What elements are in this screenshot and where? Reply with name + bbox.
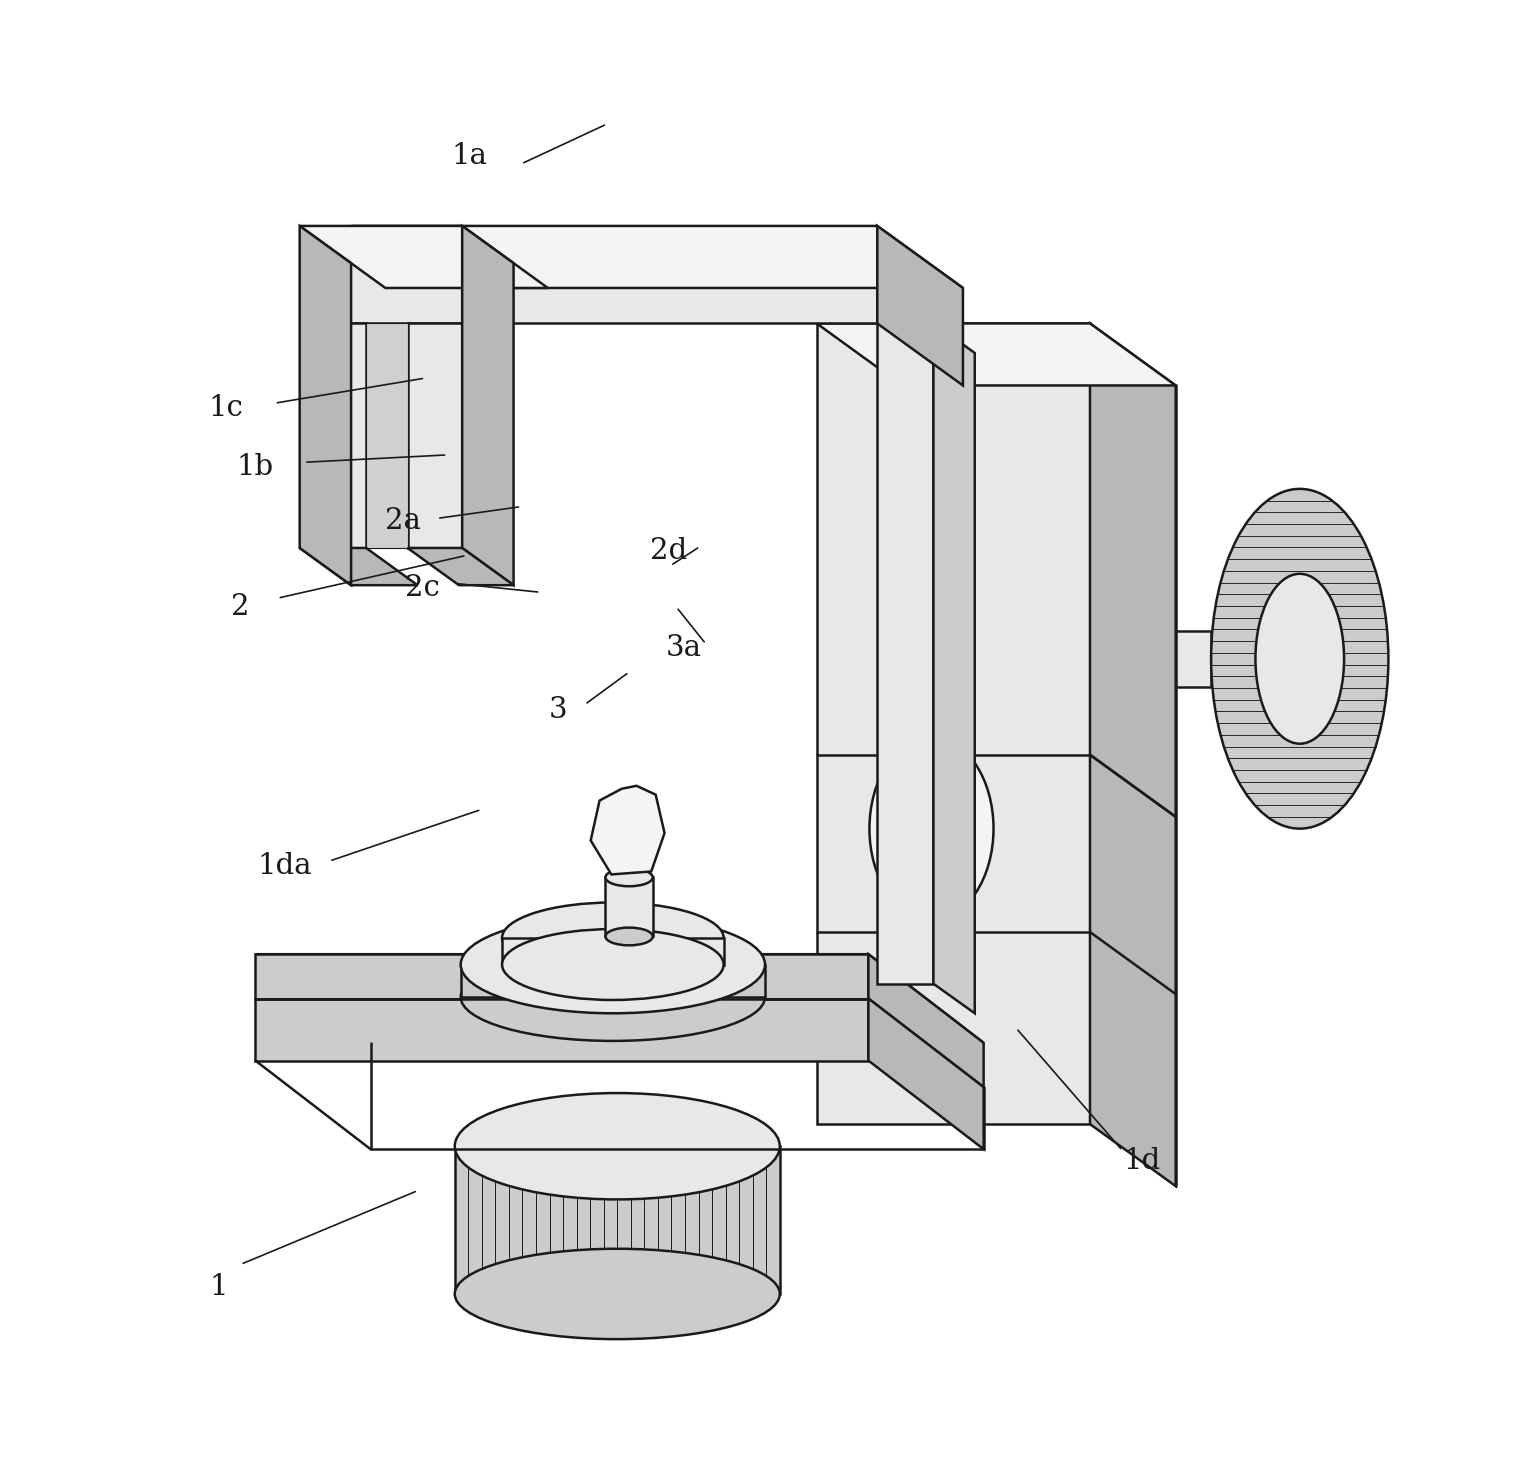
Ellipse shape [606,869,653,887]
Polygon shape [591,786,664,875]
Text: 1b: 1b [237,453,274,481]
Polygon shape [869,999,984,1148]
Polygon shape [869,955,984,1088]
Polygon shape [407,324,462,548]
Polygon shape [366,324,407,548]
Polygon shape [877,324,933,984]
Polygon shape [300,324,366,548]
Polygon shape [877,226,962,385]
Text: 2a: 2a [386,508,421,536]
Text: 2: 2 [231,593,249,622]
Ellipse shape [454,1094,780,1199]
Polygon shape [352,226,877,324]
Polygon shape [256,999,869,1061]
Polygon shape [817,324,1175,385]
Text: 2c: 2c [405,574,439,602]
Text: 1d: 1d [1123,1147,1160,1175]
Ellipse shape [869,737,993,921]
Polygon shape [352,226,962,289]
Ellipse shape [502,929,724,1000]
Polygon shape [300,226,462,324]
Ellipse shape [502,903,724,974]
Polygon shape [256,955,869,999]
Text: 1: 1 [210,1273,228,1301]
Polygon shape [300,226,350,585]
Ellipse shape [454,1249,780,1339]
Polygon shape [1089,324,1175,1185]
Polygon shape [462,226,514,585]
Polygon shape [407,548,514,585]
Polygon shape [817,324,1089,1125]
Polygon shape [933,324,975,1014]
Text: 1c: 1c [208,394,243,422]
Polygon shape [606,878,653,937]
Text: 2d: 2d [650,537,687,565]
Polygon shape [454,1146,780,1294]
Ellipse shape [1256,574,1343,743]
Polygon shape [300,226,548,289]
Polygon shape [502,938,724,965]
Polygon shape [300,548,418,585]
Polygon shape [256,955,984,1043]
Text: 3: 3 [549,697,568,724]
Ellipse shape [1212,488,1388,829]
Polygon shape [1175,630,1212,687]
Polygon shape [461,965,765,998]
Ellipse shape [461,916,765,1014]
Text: 3a: 3a [666,635,702,663]
Ellipse shape [606,928,653,946]
Text: 1a: 1a [451,142,488,170]
Ellipse shape [461,953,765,1040]
Text: 1da: 1da [257,851,312,879]
